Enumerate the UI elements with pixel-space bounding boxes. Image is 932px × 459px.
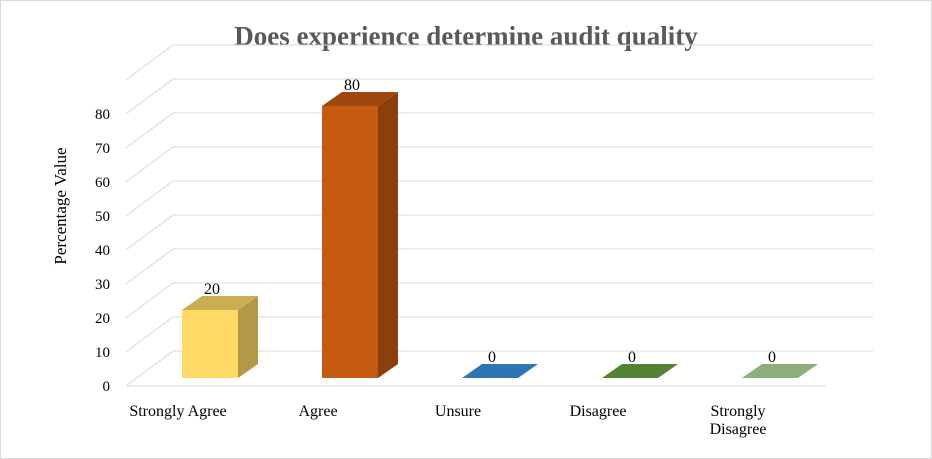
bar-top xyxy=(602,364,678,378)
y-tick-label: 60 xyxy=(95,175,110,191)
data-labels: 20 80 0 0 0 xyxy=(204,77,776,366)
category-label: Agree xyxy=(298,403,337,420)
category-labels: Strongly Agree Agree Unsure Disagree Strongl… xyxy=(129,403,766,438)
gridline-diagonal xyxy=(125,78,174,115)
bar-top xyxy=(182,296,258,310)
bar-front xyxy=(182,310,238,378)
bar xyxy=(602,364,678,378)
bar xyxy=(182,296,258,378)
data-label: 0 xyxy=(488,349,496,366)
gridline-diagonal xyxy=(125,146,174,183)
gridline-diagonal xyxy=(125,214,174,251)
gridline-diagonal xyxy=(125,282,174,319)
bar-front xyxy=(322,106,378,378)
category-label: Unsure xyxy=(435,403,481,420)
gridline-diagonal xyxy=(125,44,174,81)
category-label: Disagree xyxy=(570,403,627,420)
data-label: 80 xyxy=(344,77,360,94)
bar-side xyxy=(378,92,398,378)
bar-side xyxy=(238,296,258,378)
gridline-diagonal xyxy=(125,350,174,387)
y-tick-label: 10 xyxy=(95,345,110,361)
y-axis-ticks: 0 10 20 30 40 50 60 70 80 xyxy=(95,107,110,395)
category-label: Strongly Agree xyxy=(129,403,226,420)
y-tick-label: 40 xyxy=(95,243,110,259)
y-tick-label: 20 xyxy=(95,311,110,327)
gridline-diagonal xyxy=(125,112,174,149)
gridline-diagonal xyxy=(125,180,174,217)
gridlines xyxy=(125,44,873,387)
gridline-diagonal xyxy=(125,316,174,353)
y-axis-label: Percentage Value xyxy=(51,147,70,264)
data-label: 0 xyxy=(628,349,636,366)
y-tick-label: 50 xyxy=(95,209,110,225)
data-label: 0 xyxy=(768,349,776,366)
bar-top xyxy=(322,92,398,106)
bar-top xyxy=(462,364,538,378)
bar-top xyxy=(742,364,818,378)
y-tick-label: 80 xyxy=(95,107,110,123)
category-label: Strongly Disagree xyxy=(710,403,767,438)
bar xyxy=(742,364,818,378)
y-tick-label: 70 xyxy=(95,141,110,157)
y-tick-label: 0 xyxy=(103,379,111,395)
gridline-diagonal xyxy=(125,248,174,285)
bar xyxy=(462,364,538,378)
data-label: 20 xyxy=(204,281,220,298)
bar xyxy=(322,92,398,378)
y-tick-label: 30 xyxy=(95,277,110,293)
chart-title: Does experience determine audit quality xyxy=(234,21,698,51)
bars xyxy=(182,92,818,378)
